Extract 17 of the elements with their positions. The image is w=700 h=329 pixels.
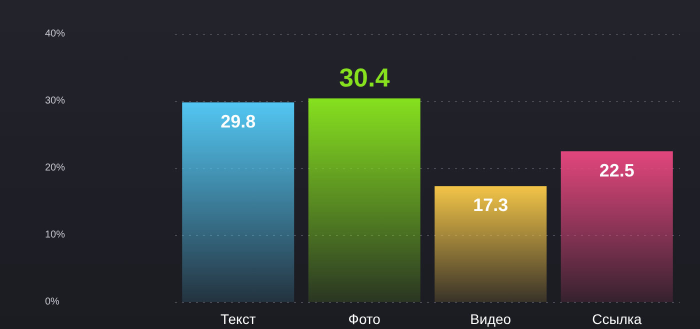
x-tick-label: Фото bbox=[348, 311, 381, 327]
bar bbox=[560, 151, 673, 302]
data-label: 30.4 bbox=[339, 62, 390, 92]
y-tick-label: 30% bbox=[45, 96, 66, 106]
x-tick-label: Видео bbox=[470, 311, 512, 327]
data-label: 22.5 bbox=[599, 160, 634, 180]
bar bbox=[434, 186, 547, 302]
bar bbox=[182, 102, 294, 302]
bar bbox=[308, 98, 420, 302]
y-tick-label: 20% bbox=[45, 162, 66, 174]
y-tick-label: 40% bbox=[45, 28, 66, 40]
data-label: 29.8 bbox=[220, 111, 256, 132]
y-tick-label: 0% bbox=[45, 296, 60, 308]
y-tick-label: 10% bbox=[45, 230, 66, 240]
data-label: 17.3 bbox=[473, 195, 508, 216]
x-tick-label: Текст bbox=[220, 311, 256, 327]
x-tick-label: Ссылка bbox=[592, 311, 642, 327]
